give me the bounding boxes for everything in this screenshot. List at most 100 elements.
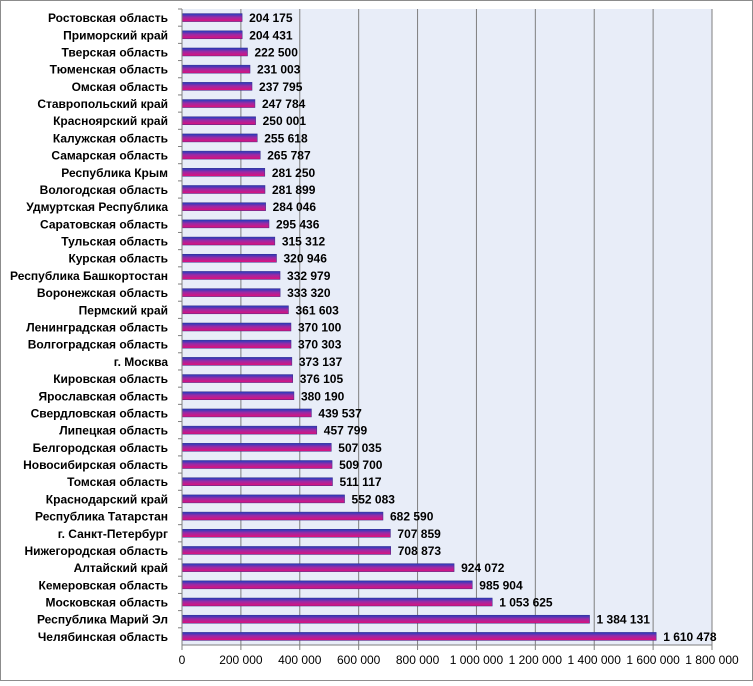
category-label: Челябинская область bbox=[38, 630, 168, 644]
category-label: Республика Марий Эл bbox=[37, 613, 168, 627]
category-label: Республика Башкортостан bbox=[10, 269, 168, 283]
category-label: Ставропольский край bbox=[37, 97, 168, 111]
category-label: Республика Татарстан bbox=[35, 510, 168, 524]
value-label: 552 083 bbox=[352, 492, 396, 506]
bar bbox=[181, 322, 292, 332]
bar bbox=[181, 357, 293, 366]
value-label: 281 250 bbox=[272, 166, 316, 180]
grid-lines bbox=[240, 9, 713, 645]
bar bbox=[181, 546, 391, 555]
category-label: Воронежская область bbox=[37, 286, 168, 300]
value-label: 924 072 bbox=[461, 561, 505, 575]
category-labels-group: Ростовская область Приморский край Тверска… bbox=[10, 8, 182, 644]
value-label: 320 946 bbox=[284, 252, 328, 266]
category-label: Ростовская область bbox=[48, 11, 168, 25]
value-labels-group: 204 175 204 431 222 500 231 003 237 795 247 7… bbox=[249, 11, 717, 644]
x-tick-label: 1 000 000 bbox=[450, 653, 504, 667]
bar bbox=[181, 253, 277, 263]
value-label: 380 190 bbox=[301, 389, 345, 403]
value-label: 333 320 bbox=[287, 286, 331, 300]
category-label: Самарская область bbox=[51, 149, 168, 163]
bar bbox=[181, 425, 318, 435]
bar bbox=[181, 597, 493, 607]
value-label: 376 105 bbox=[300, 372, 344, 386]
value-label: 509 700 bbox=[339, 458, 383, 472]
x-tick-label: 600 000 bbox=[337, 653, 381, 667]
x-tick-label: 1 400 000 bbox=[568, 653, 622, 667]
category-label: г. Москва bbox=[114, 355, 169, 369]
category-label: Красноярский край bbox=[53, 114, 168, 128]
value-label: 361 603 bbox=[295, 303, 339, 317]
bar bbox=[181, 150, 261, 160]
value-label: 1 384 131 bbox=[597, 613, 651, 627]
category-label: Тульская область bbox=[61, 235, 168, 249]
category-label: Тюменская область bbox=[50, 63, 168, 77]
x-tick-label: 200 000 bbox=[219, 653, 263, 667]
bar bbox=[181, 563, 455, 572]
value-label: 511 117 bbox=[339, 475, 381, 489]
bar bbox=[181, 339, 292, 349]
x-axis-ticks-group: 0 200 000 400 000 600 000 800 000 1 000 000 1 … bbox=[179, 645, 739, 667]
x-tick-label: 1 800 000 bbox=[685, 653, 739, 667]
category-label: г. Санкт-Петербург bbox=[58, 527, 168, 541]
bar bbox=[181, 116, 256, 125]
value-label: 284 046 bbox=[273, 200, 317, 214]
x-tick-label: 800 000 bbox=[396, 653, 440, 667]
value-label: 370 100 bbox=[298, 321, 342, 335]
value-label: 315 312 bbox=[282, 235, 326, 249]
x-tick-label: 0 bbox=[179, 653, 186, 667]
value-label: 295 436 bbox=[276, 217, 320, 231]
category-label: Кировская область bbox=[53, 372, 168, 386]
category-label: Тверская область bbox=[62, 45, 168, 59]
category-label: Республика Крым bbox=[61, 166, 168, 180]
value-label: 507 035 bbox=[338, 441, 382, 455]
value-label: 250 001 bbox=[263, 114, 307, 128]
bar bbox=[181, 391, 295, 401]
category-label: Саратовская область bbox=[40, 217, 168, 231]
category-label: Приморский край bbox=[63, 28, 168, 42]
bar bbox=[181, 185, 266, 194]
category-label: Краснодарский край bbox=[46, 492, 168, 506]
bar bbox=[181, 236, 276, 246]
category-label: Новосибирская область bbox=[23, 458, 168, 472]
category-label: Ленинградская область bbox=[26, 321, 168, 335]
value-label: 231 003 bbox=[257, 63, 301, 77]
category-label: Липецкая область bbox=[59, 424, 168, 438]
x-tick-label: 400 000 bbox=[278, 653, 322, 667]
category-label: Удмуртская Республика bbox=[26, 200, 168, 214]
category-label: Пермский край bbox=[79, 303, 168, 317]
bar bbox=[181, 494, 345, 504]
category-label: Калужская область bbox=[53, 131, 168, 145]
value-label: 204 431 bbox=[249, 28, 293, 42]
value-label: 237 795 bbox=[259, 80, 303, 94]
value-label: 373 137 bbox=[299, 355, 343, 369]
bar bbox=[181, 82, 253, 91]
value-label: 682 590 bbox=[390, 510, 434, 524]
bar bbox=[181, 133, 258, 143]
bar bbox=[181, 511, 384, 521]
category-label: Свердловская область bbox=[31, 406, 168, 420]
category-label: Ярославская область bbox=[38, 389, 168, 403]
bar bbox=[181, 374, 293, 383]
category-label: Курская область bbox=[68, 252, 168, 266]
value-label: 265 787 bbox=[267, 149, 311, 163]
value-label: 255 618 bbox=[264, 131, 308, 145]
category-label: Нижегородская область bbox=[24, 544, 168, 558]
category-label: Вологодская область bbox=[40, 183, 168, 197]
value-label: 457 799 bbox=[324, 424, 368, 438]
bar bbox=[181, 271, 281, 280]
value-label: 204 175 bbox=[249, 11, 293, 25]
value-label: 708 873 bbox=[398, 544, 442, 558]
category-label: Волгоградская область bbox=[28, 338, 168, 352]
bars-group bbox=[181, 13, 657, 641]
bar bbox=[181, 202, 266, 211]
category-label: Томская область bbox=[67, 475, 168, 489]
x-tick-label: 1 600 000 bbox=[626, 653, 680, 667]
bar bbox=[181, 47, 248, 57]
bar bbox=[181, 13, 243, 22]
value-label: 370 303 bbox=[298, 338, 342, 352]
value-label: 439 537 bbox=[318, 406, 362, 420]
bar bbox=[181, 460, 333, 469]
